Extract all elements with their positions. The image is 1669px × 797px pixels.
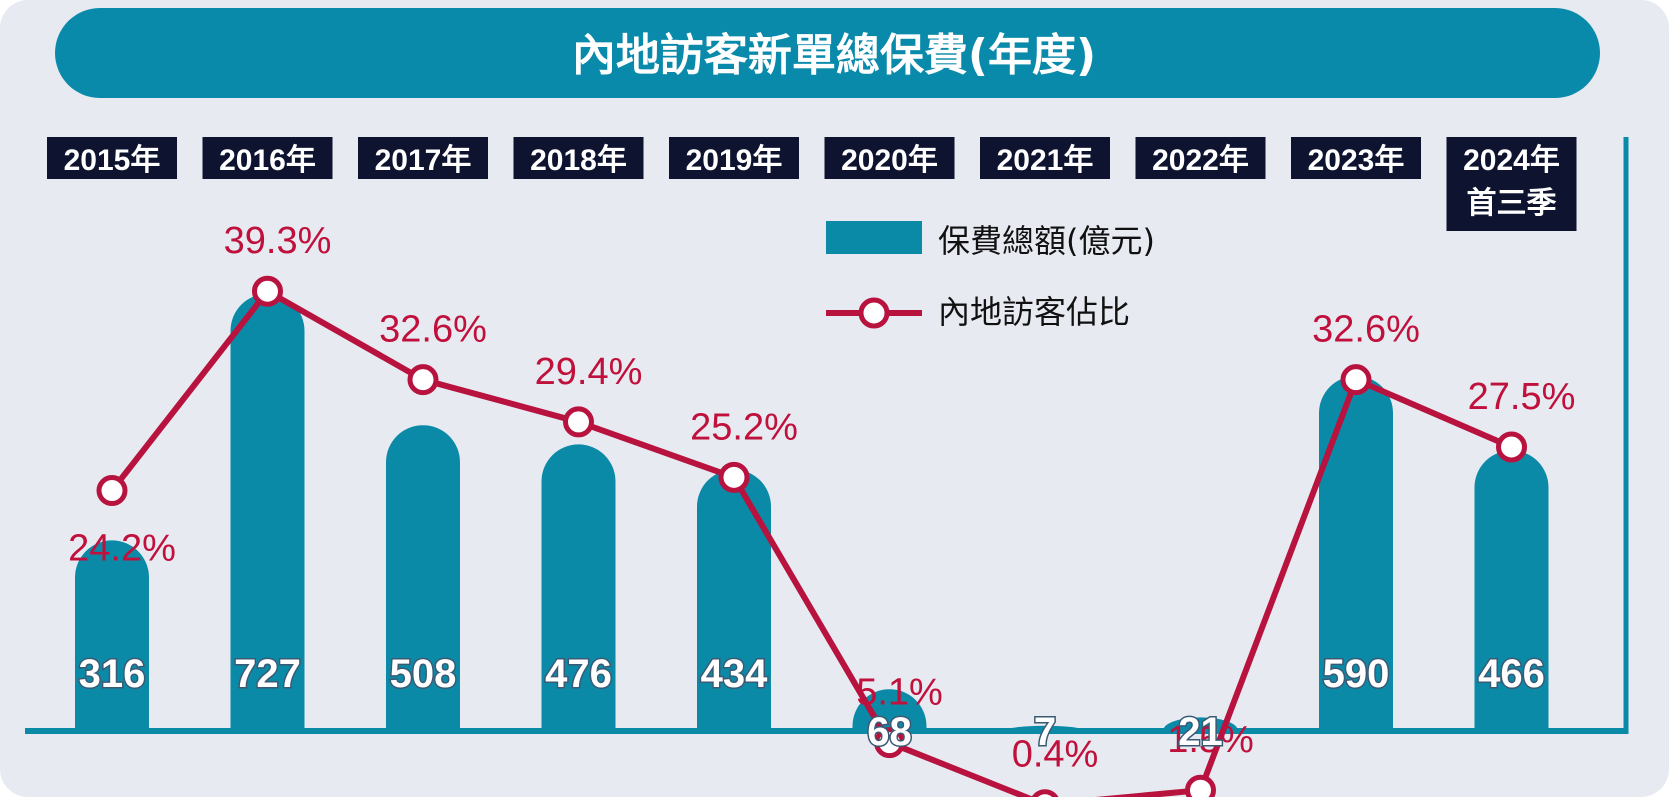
percentage-label: 24.2% xyxy=(68,528,176,570)
year-label: 2016年 xyxy=(219,144,316,177)
year-label: 2021年 xyxy=(997,144,1094,177)
bar xyxy=(75,540,149,730)
line-point xyxy=(252,275,283,307)
line-point xyxy=(96,475,128,507)
year-label-box xyxy=(1446,137,1577,231)
line-point xyxy=(563,406,594,438)
year-label: 2022年 xyxy=(1152,144,1249,177)
bar xyxy=(1163,717,1238,730)
bar xyxy=(1319,376,1393,730)
value-label: 21 xyxy=(1178,710,1223,754)
percentage-label: 29.4% xyxy=(535,351,643,393)
year-label-box xyxy=(202,137,333,179)
value-label: 316 xyxy=(79,652,146,696)
value-label: 508 xyxy=(390,652,457,696)
line-point xyxy=(1031,789,1059,797)
year-labels: 2015年 2016年 2017年 2018年 2019年 2020年 2021年 2022年… xyxy=(47,137,1577,231)
bars xyxy=(75,293,1549,730)
bar xyxy=(230,293,305,730)
percentage-label: 25.2% xyxy=(690,406,798,448)
percentage-label: 32.6% xyxy=(1312,309,1420,351)
line-point xyxy=(407,364,439,396)
year-label: 2019年 xyxy=(686,144,783,177)
year-label-box xyxy=(513,137,644,179)
legend-line-label: 內地訪客佔比 xyxy=(938,293,1130,331)
percentage-label: 5.1% xyxy=(856,672,943,714)
bar xyxy=(541,444,616,730)
year-label: 2015年 xyxy=(64,144,161,177)
title-banner xyxy=(55,8,1600,98)
line-point xyxy=(1496,431,1527,463)
percentage-label: 0.4% xyxy=(1012,734,1099,776)
line-series xyxy=(96,275,1527,797)
line-point xyxy=(1340,364,1372,396)
chart-title: 內地訪客新單總保費(年度) xyxy=(572,30,1096,81)
year-label-box xyxy=(1135,137,1266,179)
year-label-box xyxy=(669,137,799,179)
value-label: 434 xyxy=(701,652,768,696)
value-label: 727 xyxy=(234,652,301,696)
year-label: 2018年 xyxy=(530,144,627,177)
line-path xyxy=(109,288,1513,797)
year-label: 2023年 xyxy=(1308,144,1405,177)
line-point xyxy=(718,461,750,493)
year-label: 2017年 xyxy=(375,144,472,177)
bar xyxy=(697,469,771,730)
percentage-labels: 24.2% 39.3% 32.6% 29.4% 25.2% 5.1% 0.4% 1.5% 32.… xyxy=(68,220,1575,775)
bar xyxy=(1474,450,1549,730)
year-label-box xyxy=(824,137,955,179)
year-label: 2024年 xyxy=(1463,144,1560,177)
value-label: 476 xyxy=(545,652,612,696)
year-label: 首三季 xyxy=(1467,187,1557,220)
percentage-label: 32.6% xyxy=(379,309,487,351)
year-label-box xyxy=(980,137,1110,179)
value-label: 68 xyxy=(867,710,912,754)
year-label-box xyxy=(358,137,488,179)
value-label: 7 xyxy=(1034,710,1056,754)
year-label-box xyxy=(1291,137,1421,179)
bar xyxy=(852,689,927,730)
legend-bar-swatch xyxy=(826,221,922,254)
legend: 保費總額(億元) 內地訪客佔比 xyxy=(826,221,1155,331)
year-label-box xyxy=(47,137,177,179)
legend-line-marker xyxy=(858,297,890,329)
value-label: 466 xyxy=(1478,652,1545,696)
line-point xyxy=(1185,774,1216,797)
percentage-label: 39.3% xyxy=(224,220,332,262)
percentage-label: 27.5% xyxy=(1468,376,1576,418)
value-label: 590 xyxy=(1323,652,1390,696)
value-labels: 316 727 508 476 434 68 7 21 590 466 xyxy=(77,651,1546,756)
bar xyxy=(386,425,460,730)
year-label: 2020年 xyxy=(841,144,938,177)
legend-bar-label: 保費總額(億元) xyxy=(938,222,1155,260)
line-point xyxy=(874,727,905,759)
percentage-label: 1.5% xyxy=(1167,719,1254,761)
